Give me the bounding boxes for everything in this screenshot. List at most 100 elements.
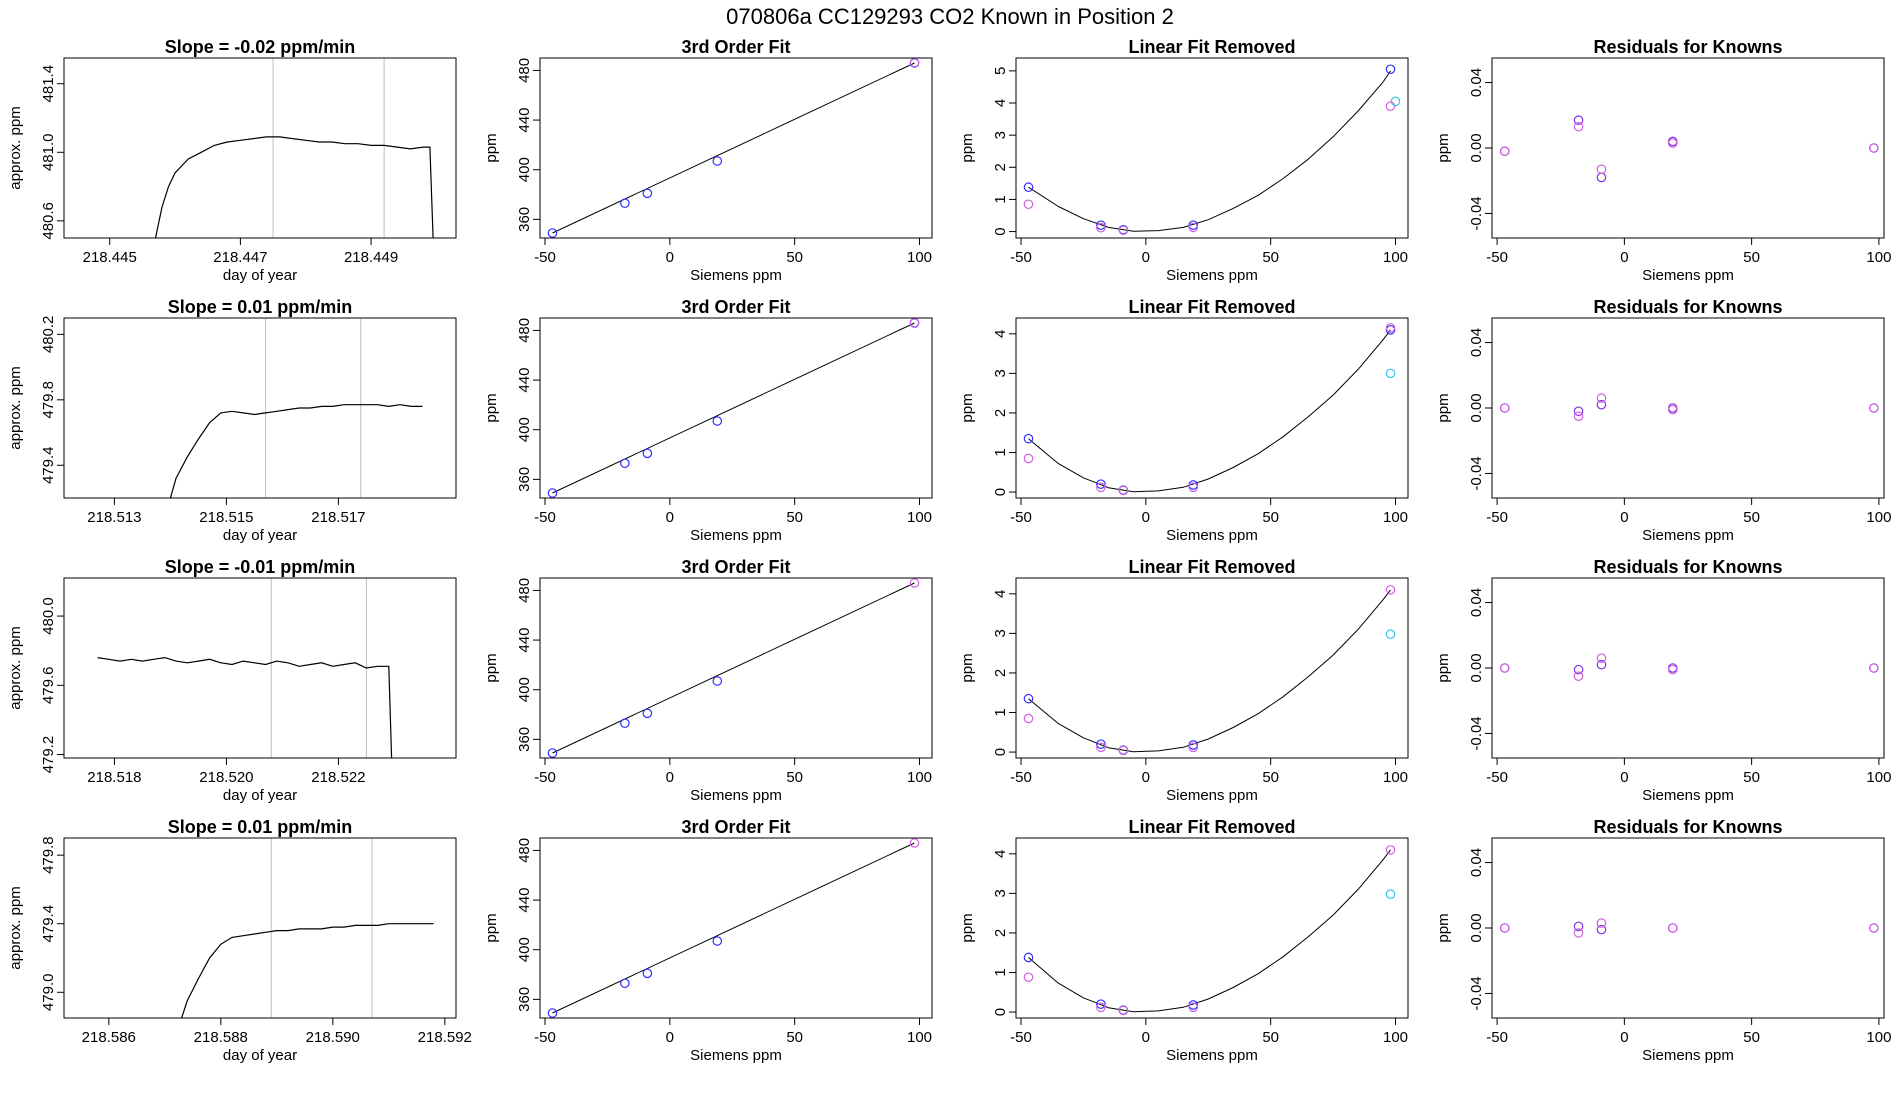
plot-frame [1015,57,1409,239]
plot-frame [1491,837,1885,1019]
x-tick-label: -50 [534,249,556,266]
y-axis-label: ppm [1435,393,1452,422]
y-tick-label: -0.04 [1468,196,1485,230]
plot-area [169,318,423,498]
data-point [1188,482,1199,493]
y-tick-label: 5 [992,67,1009,75]
panel-residuals-row2: Residuals for Knowns -50 0 50 100 -0.04 0.00 0.… [1435,557,1891,804]
panel-timeseries-row0: Slope = -0.02 ppm/min 218.445 218.447 218.4… [7,37,457,284]
x-tick-label: -50 [1010,769,1032,786]
x-tick-label: -50 [1010,509,1032,526]
fit-line [552,322,915,494]
data-point [1023,713,1034,724]
y-tick-label: 0 [992,227,1009,235]
x-tick-label: -50 [1010,249,1032,266]
x-tick-label: 100 [1866,509,1891,526]
x-tick-label: 0 [666,249,674,266]
data-point [1385,101,1396,112]
y-tick-label: 4 [992,330,1009,338]
y-tick-label: 440 [516,628,533,653]
x-tick-label: 218.449 [344,249,398,266]
data-point [1573,928,1584,938]
data-point [547,748,558,758]
data-point [1573,411,1584,421]
data-point [712,936,723,946]
data-point [1573,921,1584,932]
x-tick-label: 0 [666,1029,674,1046]
y-tick-label: 0.04 [1468,68,1485,97]
x-axis-label: Siemens ppm [1642,527,1734,544]
x-tick-label: 218.513 [87,509,141,526]
y-axis-label: ppm [1435,913,1452,942]
x-axis-label: Siemens ppm [1166,527,1258,544]
y-tick-label: 1 [992,448,1009,456]
y-tick-label: 4 [992,99,1009,107]
x-tick-label: 100 [1866,249,1891,266]
y-tick-label: 3 [992,889,1009,897]
panel-title: Linear Fit Removed [1128,557,1295,577]
x-axis-label: Siemens ppm [1642,267,1734,284]
x-tick-label: 100 [1383,509,1408,526]
x-tick-label: 50 [1262,769,1279,786]
y-tick-label: 479.8 [40,381,57,419]
x-axis-label: day of year [223,527,297,544]
x-tick-label: 100 [1383,769,1408,786]
x-tick-label: 100 [907,249,932,266]
y-tick-label: 400 [516,157,533,182]
plot-frame [1015,577,1409,759]
plot-area [547,318,920,498]
x-tick-label: 218.517 [311,509,365,526]
y-tick-label: 479.8 [40,836,57,874]
x-tick-label: 50 [1262,1029,1279,1046]
panel-grid: Slope = -0.02 ppm/min 218.445 218.447 218.4… [7,37,1891,1064]
x-tick-label: 50 [786,249,803,266]
data-point [1188,742,1199,753]
x-tick-label: -50 [1486,509,1508,526]
x-tick-label: 100 [1866,769,1891,786]
data-point [1499,923,1510,933]
x-axis-label: Siemens ppm [690,267,782,284]
x-tick-label: 218.515 [199,509,253,526]
fit-curve [1028,589,1391,753]
panel-linear_removed-row1: Linear Fit Removed -50 0 50 100 0 1 2 3 4 Siemens … [959,297,1409,544]
data-point [1667,404,1678,415]
y-tick-label: 481.4 [40,65,57,103]
y-tick-label: 400 [516,417,533,442]
data-point [642,968,653,979]
y-axis-label: ppm [959,913,976,942]
data-point [1118,225,1129,236]
x-axis-label: Siemens ppm [690,787,782,804]
fit-line [552,582,915,754]
y-tick-label: 0.00 [1468,133,1485,162]
data-point [1023,199,1034,210]
data-point [1023,693,1034,704]
y-tick-label: 0.04 [1468,848,1485,877]
data-point [547,488,558,498]
panel-timeseries-row1: Slope = 0.01 ppm/min 218.513 218.515 218.51… [7,297,457,544]
data-point [1596,172,1607,183]
x-tick-label: 218.447 [213,249,267,266]
series-line [154,136,434,238]
data-point [1023,453,1034,464]
x-tick-label: 100 [1383,249,1408,266]
x-axis-label: Siemens ppm [1166,787,1258,804]
figure-title: 070806a CC129293 CO2 Known in Position 2 [726,4,1174,29]
data-point [620,978,630,989]
x-tick-label: 0 [1620,249,1628,266]
data-point [1573,664,1584,675]
y-tick-label: 0.04 [1468,588,1485,617]
data-point [1390,96,1401,107]
data-point [909,838,920,848]
data-point [620,198,630,209]
y-tick-label: 480 [516,58,533,83]
x-tick-label: -50 [1486,769,1508,786]
x-tick-label: 100 [907,509,932,526]
plot-frame [539,837,933,1019]
data-point [1118,745,1129,756]
data-point [1385,368,1396,379]
x-tick-label: 100 [907,769,932,786]
y-axis-label: ppm [483,393,500,422]
data-point [1096,999,1106,1009]
x-tick-label: 50 [786,1029,803,1046]
data-point [1499,146,1510,157]
